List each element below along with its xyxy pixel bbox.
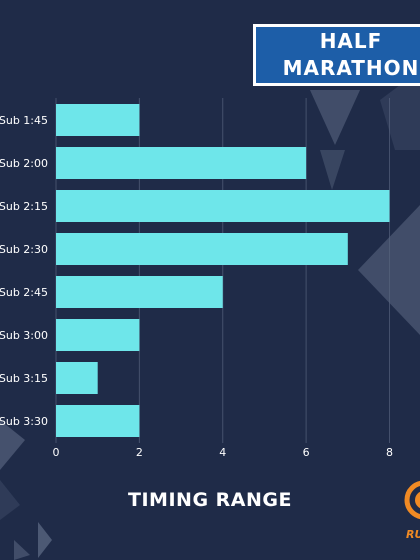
logo-core	[415, 491, 420, 509]
chart-title-line-2: MARATHON	[282, 56, 420, 80]
category-label: Sub 2:30	[0, 243, 48, 256]
category-label: Sub 3:30	[0, 415, 48, 428]
decorative-diamond	[320, 150, 345, 190]
bars	[56, 104, 390, 437]
category-label: Sub 2:15	[0, 200, 48, 213]
bar	[56, 147, 307, 179]
bar	[56, 276, 223, 308]
logo-ring	[404, 480, 420, 520]
x-tick-label: 0	[53, 446, 60, 459]
x-tick-label: 4	[219, 446, 226, 459]
x-tick-label: 6	[303, 446, 310, 459]
runner-logo-icon	[404, 480, 420, 520]
decorative-diamond	[310, 90, 360, 145]
bar	[56, 319, 140, 351]
brand-text: RUN	[406, 528, 420, 541]
category-label: Sub 2:45	[0, 286, 48, 299]
bar	[56, 362, 98, 394]
category-labels: Sub 1:45 Sub 2:00 Sub 2:15 Sub 2:30 Sub 2:45…	[0, 114, 48, 428]
bar	[56, 190, 390, 222]
bar	[56, 104, 140, 136]
category-label: Sub 3:15	[0, 372, 48, 385]
decorative-diamond	[380, 70, 420, 150]
chart-title-box: HALF MARATHON	[253, 24, 420, 86]
decorative-diamond	[0, 480, 20, 520]
category-label: Sub 2:00	[0, 157, 48, 170]
bar	[56, 233, 348, 265]
chart-title-line-1: HALF	[319, 29, 383, 53]
bar	[56, 405, 140, 437]
x-tick-label: 8	[386, 446, 393, 459]
x-tick-labels: 0 2 4 6 8	[53, 446, 393, 459]
x-tick-label: 2	[136, 446, 143, 459]
x-axis-label: TIMING RANGE	[128, 489, 292, 511]
decorative-diamond	[0, 420, 25, 470]
decorative-diamond	[38, 522, 52, 558]
category-label: Sub 3:00	[0, 329, 48, 342]
category-label: Sub 1:45	[0, 114, 48, 127]
background-decorations	[0, 70, 420, 560]
decorative-diamond	[14, 540, 30, 560]
